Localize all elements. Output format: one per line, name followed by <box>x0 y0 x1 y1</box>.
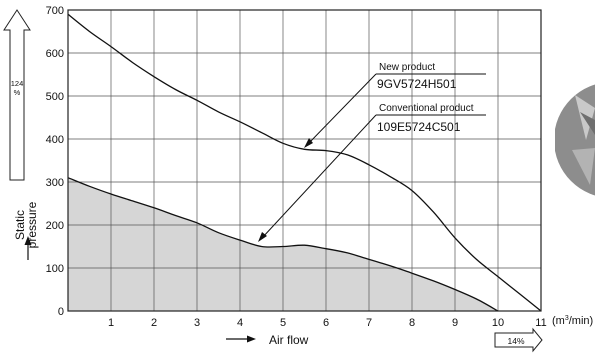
x-axis-label-group: Air flow <box>226 333 309 347</box>
x-tick-label: 9 <box>452 317 458 329</box>
y-tick-label: 300 <box>46 177 64 189</box>
x-tick-label: 2 <box>151 317 157 329</box>
x-tick-label: 10 <box>492 317 504 329</box>
x-tick-label: 1 <box>108 317 114 329</box>
new-product-label: New product <box>379 62 435 73</box>
plot-area <box>67 9 542 312</box>
x-tick-label: 6 <box>323 317 329 329</box>
callout-new-product: New product 9GV5724H501 <box>304 62 486 148</box>
pressure-gain-label: 124 <box>11 79 24 88</box>
new-product-model: 9GV5724H501 <box>377 77 457 91</box>
y-axis-ticks: 0 100 200 300 400 500 600 700 <box>46 5 64 318</box>
y-tick-label: 700 <box>46 5 64 17</box>
y-tick-label: 100 <box>46 263 64 275</box>
y-axis-label: Static <box>13 210 27 240</box>
flow-gain-arrow: 14% <box>494 327 543 353</box>
x-tick-label: 7 <box>366 317 372 329</box>
y-tick-label: 0 <box>58 306 64 318</box>
y-tick-label: 600 <box>46 48 64 60</box>
pressure-gain-unit: % <box>14 88 21 97</box>
grid <box>68 10 541 311</box>
callout-conventional-product: Conventional product 109E5724C501 <box>258 103 486 242</box>
y-axis-label-group: Static pressure <box>13 201 39 260</box>
flow-gain-label: 14% <box>507 336 524 346</box>
conventional-product-model: 109E5724C501 <box>377 120 461 134</box>
new-product-curve <box>67 13 542 312</box>
conventional-product-curve <box>67 177 499 312</box>
y-tick-label: 200 <box>46 220 64 232</box>
x-tick-label: 5 <box>280 317 286 329</box>
y-tick-label: 400 <box>46 134 64 146</box>
pressure-gain-arrow: 124 % <box>3 9 31 181</box>
x-axis-ticks: 1 2 3 4 5 6 7 8 9 10 11 <box>108 317 547 329</box>
fan-photo <box>555 84 595 196</box>
x-tick-label: 8 <box>409 317 415 329</box>
x-axis-label: Air flow <box>269 333 309 347</box>
y-tick-label: 500 <box>46 91 64 103</box>
conventional-product-label: Conventional product <box>379 103 474 114</box>
x-axis-unit: (m3/min) <box>552 315 593 327</box>
plot-frame <box>67 9 542 312</box>
x-tick-label: 4 <box>237 317 243 329</box>
conventional-product-area <box>68 177 498 311</box>
x-tick-label: 3 <box>194 317 200 329</box>
y-axis-label-2: pressure <box>25 201 39 248</box>
x-tick-label: 11 <box>535 317 546 329</box>
